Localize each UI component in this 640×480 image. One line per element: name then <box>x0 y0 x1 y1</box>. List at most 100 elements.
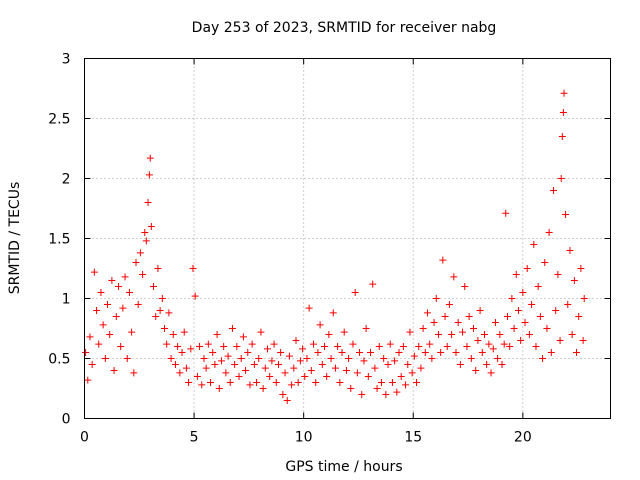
data-point <box>454 319 462 326</box>
data-point <box>318 361 326 368</box>
data-point <box>523 265 531 272</box>
data-point <box>209 349 217 356</box>
data-point <box>185 379 193 386</box>
data-point <box>224 352 232 360</box>
data-point <box>150 283 158 290</box>
data-point <box>274 361 282 368</box>
data-point <box>144 199 152 206</box>
data-point <box>255 355 263 362</box>
data-point <box>320 343 328 350</box>
data-point <box>303 355 311 362</box>
data-point <box>419 325 427 332</box>
data-point <box>543 325 551 332</box>
data-point <box>268 357 276 365</box>
data-point <box>580 295 588 302</box>
data-point <box>408 369 416 377</box>
data-point <box>285 352 293 360</box>
data-point <box>93 307 101 314</box>
data-point <box>347 385 355 392</box>
data-point <box>573 349 581 356</box>
data-point <box>470 325 478 332</box>
data-point <box>489 345 497 353</box>
data-point <box>281 369 289 377</box>
data-point <box>336 379 344 386</box>
data-point <box>97 289 105 296</box>
data-point <box>358 391 366 398</box>
data-point <box>377 379 385 386</box>
data-point <box>575 313 583 320</box>
data-point <box>272 379 280 386</box>
data-point <box>577 265 585 272</box>
data-point <box>456 361 464 368</box>
data-point <box>448 331 456 338</box>
data-point <box>331 364 339 372</box>
data-point <box>345 355 353 362</box>
data-point <box>290 364 298 372</box>
data-point <box>437 349 445 356</box>
data-point <box>187 345 195 353</box>
data-point <box>191 292 199 300</box>
chart-title: Day 253 of 2023, SRMTID for receiver nab… <box>192 20 497 36</box>
y-tick-label: 2 <box>62 172 71 188</box>
x-tick-label: 10 <box>295 430 313 446</box>
data-point <box>364 373 372 380</box>
data-point <box>521 319 529 326</box>
data-point <box>508 295 516 302</box>
data-point <box>226 379 234 386</box>
data-point <box>397 373 405 380</box>
data-point <box>494 355 502 362</box>
data-point <box>426 340 434 348</box>
data-point <box>301 373 309 380</box>
data-point <box>279 391 287 398</box>
data-point <box>393 388 401 396</box>
x-tick-label: 5 <box>190 430 199 446</box>
data-point <box>250 361 258 368</box>
data-point <box>399 343 407 350</box>
data-point <box>547 349 555 356</box>
data-point <box>106 331 114 338</box>
data-point <box>485 340 493 348</box>
data-point <box>510 325 518 332</box>
x-axis-title: GPS time / hours <box>285 459 402 475</box>
data-point <box>353 369 361 377</box>
data-point <box>415 343 423 350</box>
data-point <box>231 361 239 368</box>
data-point <box>211 361 219 368</box>
data-point <box>530 241 538 248</box>
data-point <box>180 328 188 336</box>
data-point <box>450 273 458 281</box>
y-tick-label: 1 <box>62 292 71 308</box>
data-point <box>557 175 565 182</box>
y-tick-label: 3 <box>62 52 71 68</box>
data-point <box>167 355 175 362</box>
data-point <box>373 385 381 392</box>
data-point <box>465 313 473 320</box>
data-point <box>566 247 574 254</box>
y-tick-label: 2.5 <box>48 112 70 128</box>
data-point <box>145 171 153 179</box>
data-point <box>369 280 377 288</box>
data-point <box>491 319 499 326</box>
data-point <box>88 361 96 368</box>
data-point <box>90 268 98 276</box>
data-point <box>296 357 304 365</box>
data-point <box>169 331 177 338</box>
data-point <box>264 345 272 353</box>
data-point <box>237 355 245 362</box>
data-point <box>207 379 215 386</box>
data-point <box>360 357 368 365</box>
data-point <box>478 349 486 356</box>
data-point <box>202 364 210 372</box>
data-point <box>288 381 296 389</box>
data-point <box>410 352 418 360</box>
data-point <box>386 340 394 348</box>
data-point <box>110 367 118 374</box>
data-point <box>375 343 383 350</box>
data-point <box>299 345 307 353</box>
data-point <box>395 349 403 356</box>
data-point <box>312 379 320 386</box>
data-point <box>388 379 396 386</box>
data-point <box>239 333 247 341</box>
data-point <box>228 325 236 332</box>
data-point <box>104 301 112 308</box>
